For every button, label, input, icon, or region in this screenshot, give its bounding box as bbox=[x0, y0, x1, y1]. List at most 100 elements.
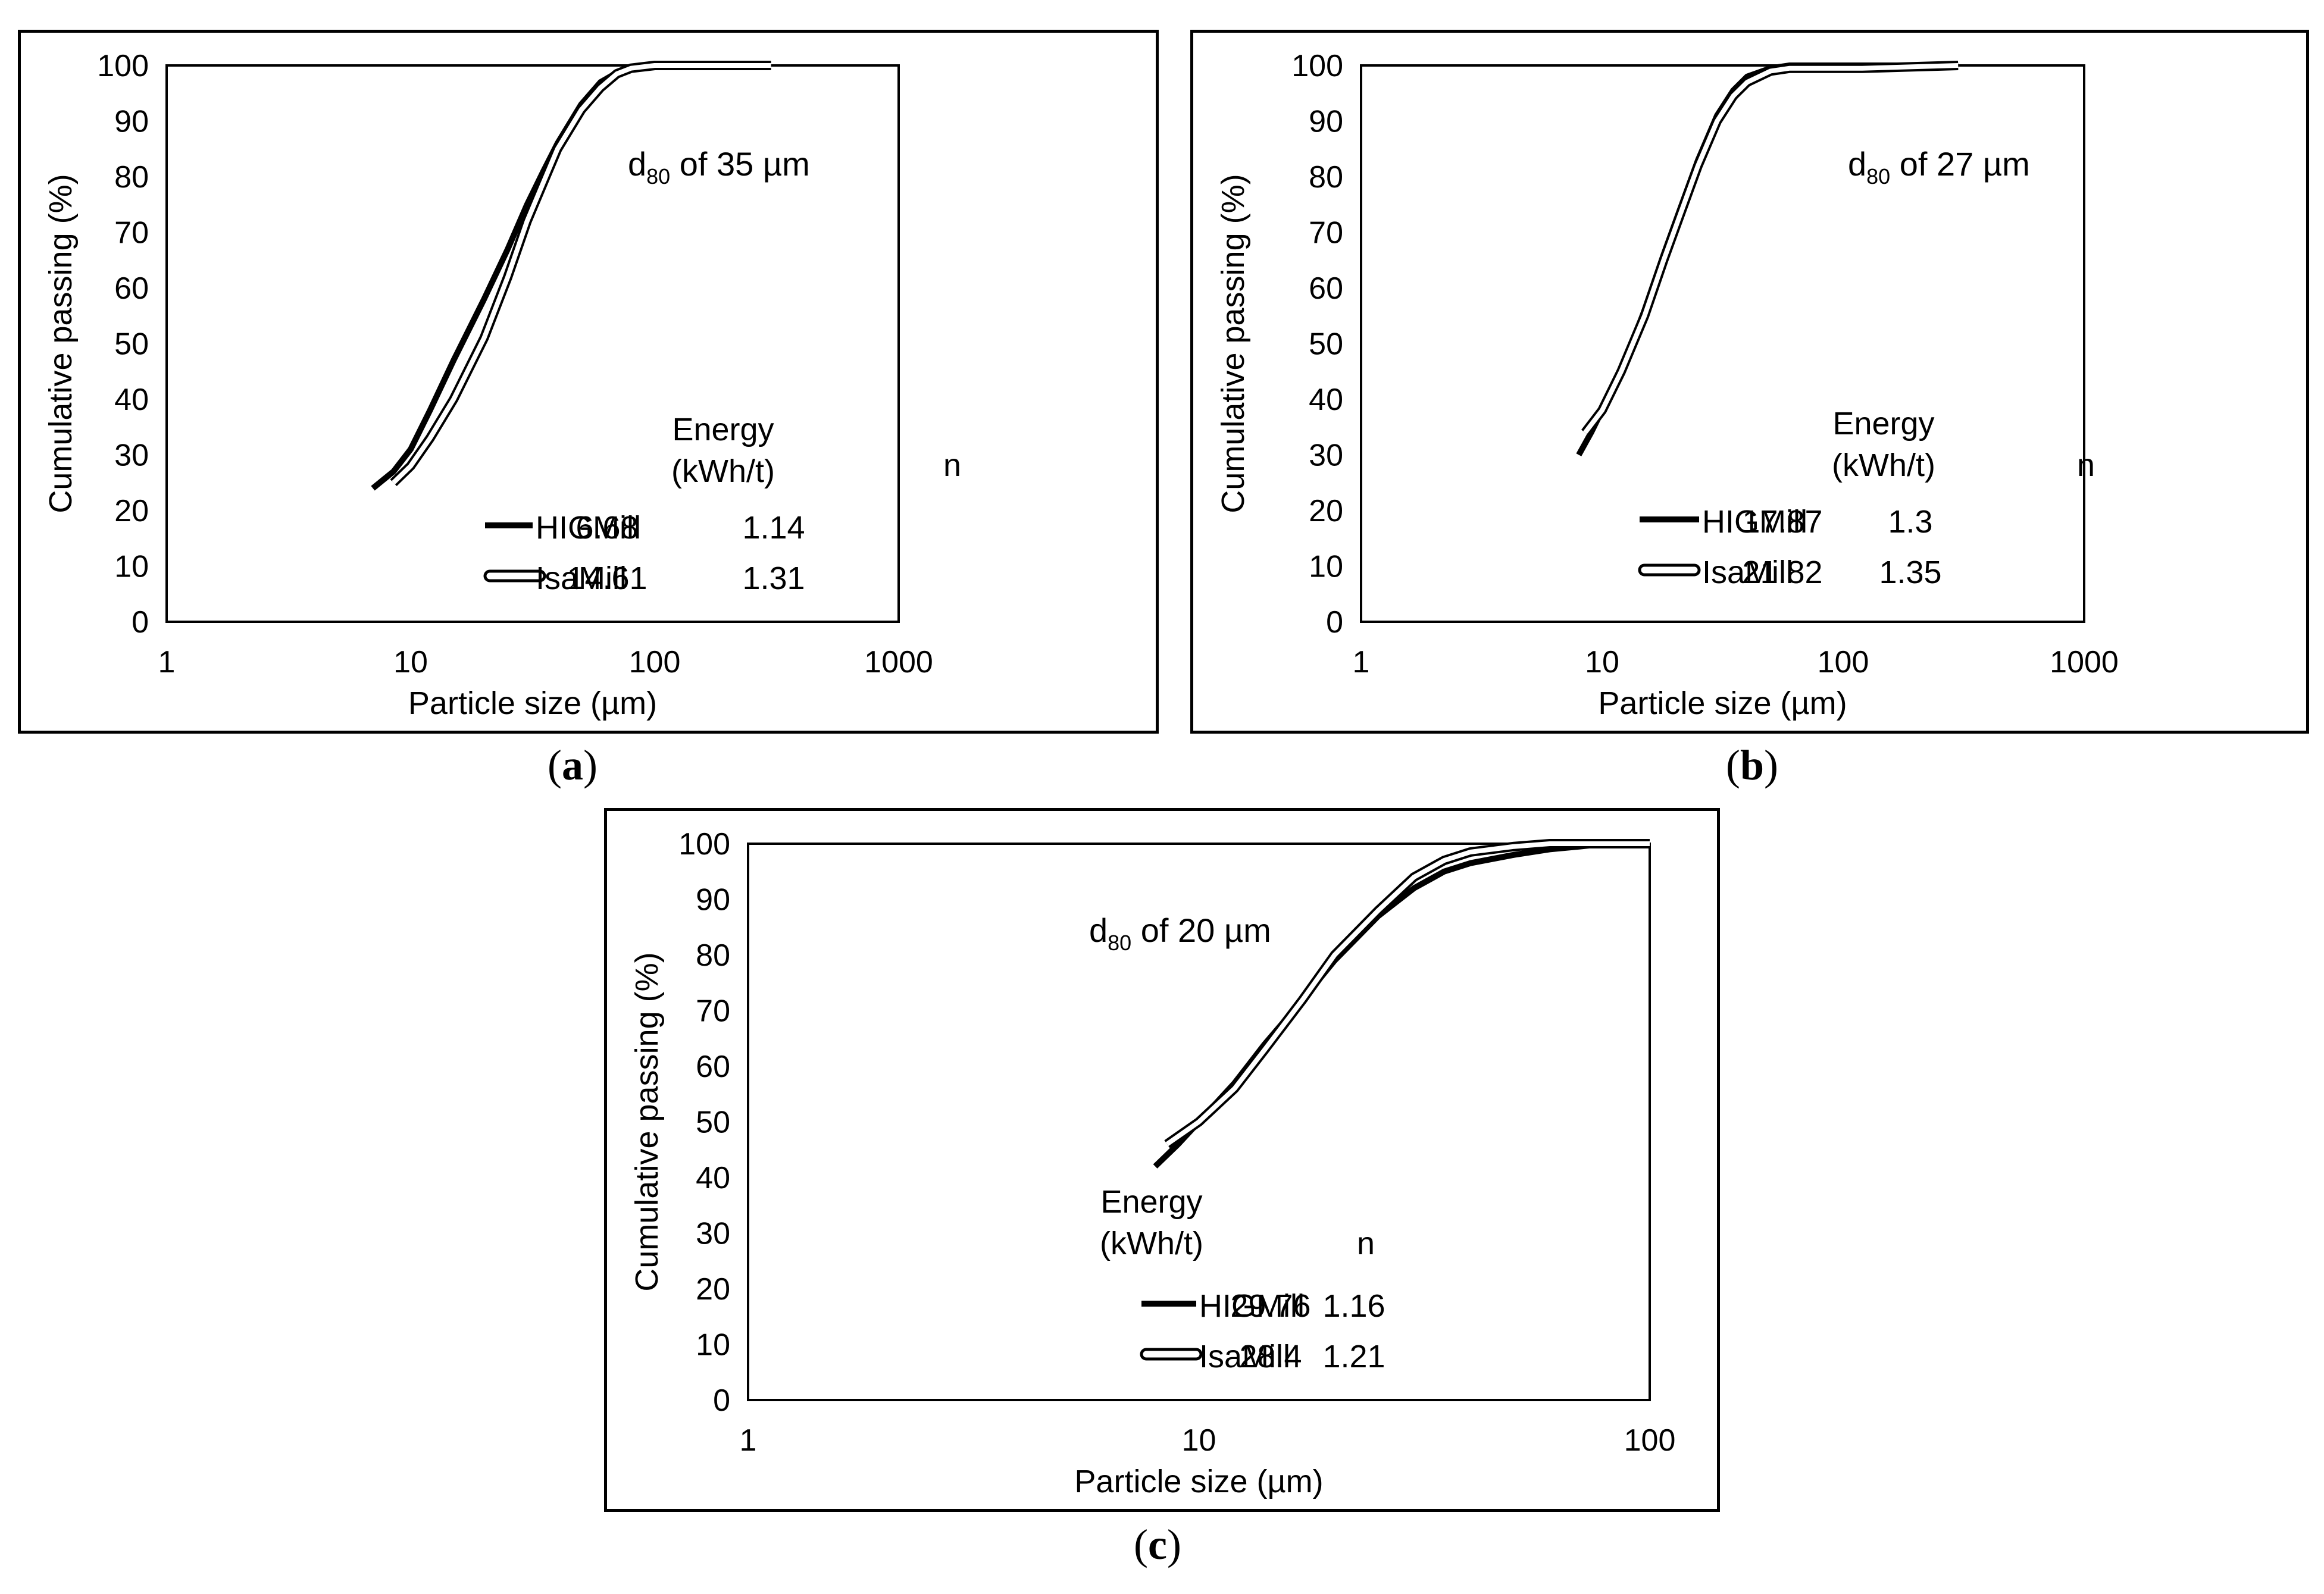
n-value-b-isamill: 1.35 bbox=[1879, 555, 1941, 590]
n-value-c-higmill: 1.16 bbox=[1322, 1288, 1385, 1324]
series-line-inner-b-isamill bbox=[1583, 63, 1959, 434]
x-tick-label-b: 100 bbox=[1818, 645, 1869, 679]
panel-label-c: (c) bbox=[1134, 1521, 1181, 1568]
y-tick-label-c: 0 bbox=[713, 1383, 730, 1418]
legend-label-c-higmill: HIGMill bbox=[1199, 1288, 1305, 1324]
panel-label-a: (a) bbox=[548, 741, 598, 789]
x-tick-label-b: 10 bbox=[1585, 645, 1619, 679]
y-tick-label-a: 70 bbox=[114, 216, 149, 250]
energy-value-a-isamill: 14.61 bbox=[567, 560, 647, 596]
d80-annotation-a: d80 of 35 µm bbox=[628, 145, 810, 189]
x-tick-label-c: 10 bbox=[1182, 1423, 1216, 1458]
n-value-a-higmill: 1.14 bbox=[742, 510, 805, 546]
x-tick-label-c: 1 bbox=[740, 1423, 757, 1458]
series-line-inner-a-isamill bbox=[392, 63, 771, 485]
table-header-energy-b: Energy bbox=[1832, 406, 1934, 441]
y-tick-label-a: 20 bbox=[114, 494, 149, 528]
y-axis-title-c: Cumulative passing (%) bbox=[629, 952, 665, 1291]
plot-area-c bbox=[747, 843, 1651, 1401]
plot-area-b bbox=[1360, 64, 2085, 623]
n-value-b-higmill: 1.3 bbox=[1888, 504, 1932, 540]
y-tick-label-b: 20 bbox=[1309, 494, 1343, 528]
table-header-n-a: n bbox=[943, 447, 961, 483]
y-tick-label-c: 40 bbox=[696, 1161, 730, 1195]
y-tick-label-b: 70 bbox=[1309, 216, 1343, 250]
y-tick-label-c: 80 bbox=[696, 938, 730, 973]
y-tick-label-c: 50 bbox=[696, 1106, 730, 1140]
y-tick-label-a: 90 bbox=[114, 105, 149, 139]
y-tick-label-a: 80 bbox=[114, 160, 149, 195]
y-tick-label-a: 100 bbox=[97, 49, 149, 83]
x-tick-label-c: 100 bbox=[1624, 1423, 1676, 1458]
y-tick-label-a: 40 bbox=[114, 383, 149, 417]
energy-value-c-higmill: 29.76 bbox=[1230, 1288, 1310, 1324]
energy-value-c-isamill: 28.4 bbox=[1239, 1339, 1302, 1374]
x-axis-title-c: Particle size (µm) bbox=[1074, 1464, 1323, 1499]
panel-label-b: (b) bbox=[1726, 741, 1779, 789]
series-line-b-isamill bbox=[1581, 61, 1959, 436]
x-axis-title-a: Particle size (µm) bbox=[408, 685, 657, 721]
n-value-c-isamill: 1.21 bbox=[1322, 1339, 1385, 1374]
table-header-n-c: n bbox=[1357, 1226, 1375, 1261]
legend-swatch-c-isamill bbox=[1140, 1348, 1203, 1361]
legend-label-a-higmill: HIGMill bbox=[536, 510, 641, 546]
y-tick-label-c: 20 bbox=[696, 1272, 730, 1307]
x-tick-label-a: 1000 bbox=[864, 645, 933, 679]
chart-panel-a: 0 10 20 30 40 50 60 70 80 90 100 1 10 100 1000 Particle… bbox=[18, 30, 1159, 734]
x-tick-label-a: 1 bbox=[158, 645, 176, 679]
y-tick-label-c: 70 bbox=[696, 994, 730, 1029]
table-header-units-b: (kWh/t) bbox=[1832, 447, 1935, 483]
y-tick-label-c: 90 bbox=[696, 883, 730, 917]
x-tick-label-b: 1 bbox=[1353, 645, 1370, 679]
legend-label-b-isamill: IsaMill bbox=[1702, 555, 1793, 590]
x-tick-label-a: 10 bbox=[393, 645, 428, 679]
x-axis-title-b: Particle size (µm) bbox=[1598, 685, 1847, 721]
legend-label-a-isamill: IsaMill bbox=[536, 560, 627, 596]
energy-value-b-isamill: 21.82 bbox=[1742, 555, 1822, 590]
y-tick-label-b: 100 bbox=[1291, 49, 1343, 83]
y-tick-label-a: 60 bbox=[114, 271, 149, 306]
y-tick-label-c: 100 bbox=[678, 827, 730, 862]
series-line-c-isamill bbox=[1164, 839, 1650, 1148]
y-tick-label-b: 0 bbox=[1326, 605, 1343, 640]
d80-annotation-c: d80 of 20 µm bbox=[1089, 912, 1271, 955]
y-tick-label-c: 10 bbox=[696, 1328, 730, 1363]
table-header-n-b: n bbox=[2077, 447, 2095, 483]
y-axis-title-a: Cumulative passing (%) bbox=[43, 174, 79, 513]
x-tick-label-b: 1000 bbox=[2050, 645, 2119, 679]
y-tick-label-a: 50 bbox=[114, 327, 149, 362]
y-tick-label-a: 30 bbox=[114, 439, 149, 473]
legend-label-c-isamill: IsaMill bbox=[1199, 1339, 1290, 1374]
y-tick-label-b: 90 bbox=[1309, 105, 1343, 139]
series-line-b-higmill bbox=[1576, 62, 1959, 456]
chart-panel-c: 0 10 20 30 40 50 60 70 80 90 100 1 10 100 Particle siz… bbox=[604, 808, 1720, 1512]
energy-value-b-higmill: 17.87 bbox=[1742, 504, 1822, 540]
plot-area-a bbox=[165, 64, 900, 623]
table-header-units-c: (kWh/t) bbox=[1100, 1226, 1203, 1261]
y-tick-label-b: 50 bbox=[1309, 327, 1343, 362]
series-line-inner-c-isamill bbox=[1165, 841, 1650, 1147]
y-tick-label-b: 40 bbox=[1309, 383, 1343, 417]
y-axis-title-b: Cumulative passing (%) bbox=[1215, 174, 1251, 513]
y-tick-label-a: 0 bbox=[132, 605, 149, 640]
y-tick-label-a: 10 bbox=[114, 550, 149, 584]
energy-value-a-higmill: 6.68 bbox=[575, 510, 638, 546]
x-tick-label-a: 100 bbox=[629, 645, 681, 679]
table-header-energy-c: Energy bbox=[1100, 1184, 1202, 1220]
table-header-units-a: (kWh/t) bbox=[671, 453, 775, 489]
y-tick-label-b: 30 bbox=[1309, 439, 1343, 473]
n-value-a-isamill: 1.31 bbox=[742, 560, 805, 596]
chart-panel-b: 0 10 20 30 40 50 60 70 80 90 100 1 10 100 1000 Particle… bbox=[1190, 30, 2309, 734]
y-tick-label-c: 60 bbox=[696, 1050, 730, 1084]
d80-annotation-b: d80 of 27 µm bbox=[1848, 145, 2030, 189]
y-tick-label-b: 10 bbox=[1309, 550, 1343, 584]
legend-swatch-a-isamill bbox=[483, 569, 546, 583]
table-header-energy-a: Energy bbox=[672, 412, 774, 447]
legend-label-b-higmill: HIGMill bbox=[1702, 504, 1807, 540]
legend-swatch-b-isamill bbox=[1638, 563, 1701, 577]
y-tick-label-b: 80 bbox=[1309, 160, 1343, 195]
y-tick-label-b: 60 bbox=[1309, 271, 1343, 306]
